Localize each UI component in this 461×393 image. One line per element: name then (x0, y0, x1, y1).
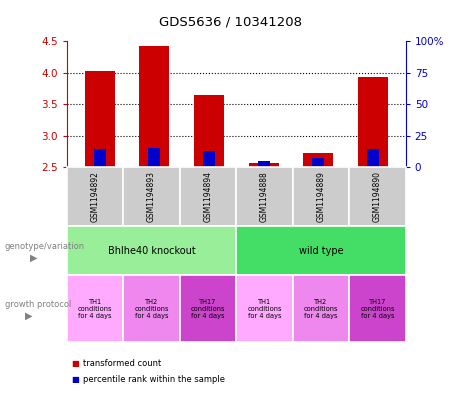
Text: transformed count: transformed count (83, 359, 161, 368)
Text: TH17
conditions
for 4 days: TH17 conditions for 4 days (191, 299, 225, 318)
Text: TH1
conditions
for 4 days: TH1 conditions for 4 days (247, 299, 282, 318)
Text: wild type: wild type (299, 246, 343, 255)
Bar (258, 161, 270, 167)
Text: genotype/variation: genotype/variation (5, 242, 85, 251)
Text: ▶: ▶ (30, 253, 37, 263)
Text: GSM1194888: GSM1194888 (260, 171, 269, 222)
Text: Bhlhe40 knockout: Bhlhe40 knockout (108, 246, 195, 255)
Bar (139, 46, 169, 167)
Text: ▶: ▶ (25, 310, 33, 321)
Bar (203, 151, 215, 167)
Text: ■: ■ (71, 359, 79, 368)
Text: GSM1194889: GSM1194889 (316, 171, 325, 222)
Bar (194, 95, 224, 167)
Text: TH1
conditions
for 4 days: TH1 conditions for 4 days (78, 299, 112, 318)
Bar (367, 149, 379, 167)
Text: percentile rank within the sample: percentile rank within the sample (83, 375, 225, 384)
Text: GSM1194892: GSM1194892 (90, 171, 100, 222)
Text: TH17
conditions
for 4 days: TH17 conditions for 4 days (360, 299, 395, 318)
Text: GSM1194890: GSM1194890 (373, 171, 382, 222)
Bar (94, 149, 106, 167)
Bar (312, 158, 324, 167)
Text: TH2
conditions
for 4 days: TH2 conditions for 4 days (304, 299, 338, 318)
Bar (248, 163, 278, 167)
Text: GSM1194893: GSM1194893 (147, 171, 156, 222)
Text: TH2
conditions
for 4 days: TH2 conditions for 4 days (134, 299, 169, 318)
Bar (303, 152, 333, 167)
Bar (148, 148, 160, 167)
Text: GDS5636 / 10341208: GDS5636 / 10341208 (159, 15, 302, 28)
Bar (85, 72, 115, 167)
Text: ■: ■ (71, 375, 79, 384)
Text: growth protocol: growth protocol (5, 300, 71, 309)
Text: GSM1194894: GSM1194894 (203, 171, 213, 222)
Bar (358, 77, 388, 167)
